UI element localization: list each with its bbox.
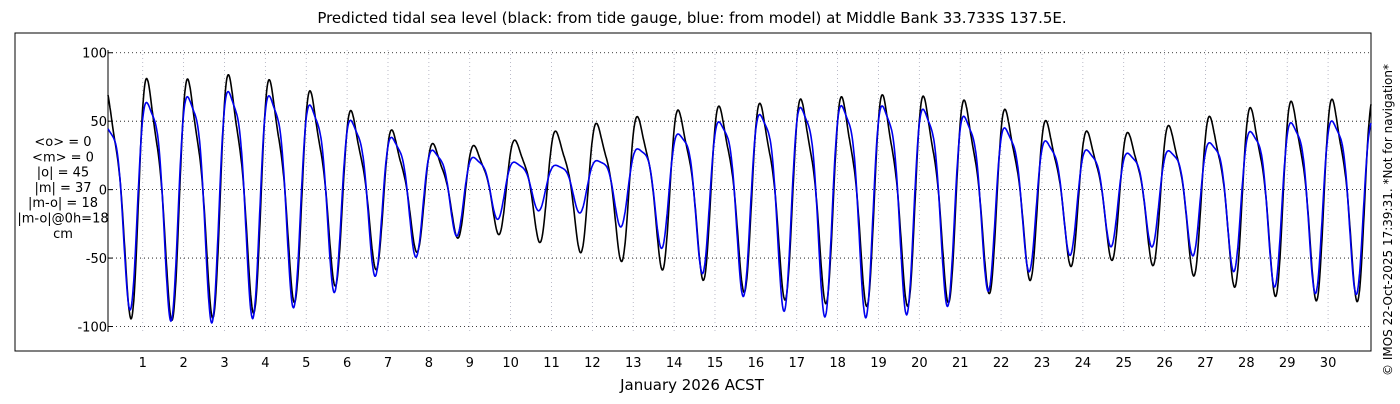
x-tick-label: 6 <box>343 356 351 371</box>
x-tick-label: 22 <box>993 356 1010 371</box>
stat-line: |o| = 45 <box>37 166 89 181</box>
y-tick-label: 50 <box>90 115 107 130</box>
x-tick-label: 26 <box>1156 356 1173 371</box>
series-line-1 <box>107 90 1372 325</box>
x-tick-label: 28 <box>1238 356 1255 371</box>
x-tick-label: 2 <box>179 356 187 371</box>
x-tick-label: 4 <box>261 356 269 371</box>
x-tick-label: 25 <box>1115 356 1132 371</box>
stat-line: |m-o| = 18 <box>28 196 98 211</box>
y-tick-label: 100 <box>82 47 107 62</box>
x-tick-label: 9 <box>466 356 474 371</box>
series-layer <box>107 74 1372 325</box>
x-tick-label: 27 <box>1197 356 1214 371</box>
axes <box>107 50 113 332</box>
stats-panel: <o> = 0<m> = 0|o| = 45|m| = 37|m-o| = 18… <box>17 135 108 242</box>
x-tick-label: 19 <box>870 356 887 371</box>
x-tick-label: 14 <box>666 356 683 371</box>
chart-title: Predicted tidal sea level (black: from t… <box>317 9 1066 27</box>
x-tick-label: 12 <box>584 356 601 371</box>
x-tick-label: 3 <box>220 356 228 371</box>
x-tick-label: 18 <box>829 356 846 371</box>
x-tick-label: 8 <box>425 356 433 371</box>
watermark: © IMOS 22-Oct-2025 17:39:31. *Not for na… <box>1381 64 1395 376</box>
figure-frame <box>14 32 1372 352</box>
stat-line: <o> = 0 <box>34 135 91 150</box>
x-tick-labels: 1 2 3 4 5 6 7 8 9 10 11 12 13 14 15 16 17 18 19 20 21 22 23 24 2… <box>139 356 1337 371</box>
x-tick-label: 10 <box>502 356 519 371</box>
x-tick-label: 17 <box>788 356 805 371</box>
x-tick-label: 23 <box>1034 356 1051 371</box>
stat-line: cm <box>53 227 73 242</box>
y-tick-labels: -100 -50 0 50 100 <box>77 47 107 336</box>
stat-line: |m-o|@0h=18 <box>17 212 108 227</box>
x-tick-label: 1 <box>139 356 147 371</box>
x-tick-label: 29 <box>1279 356 1296 371</box>
x-tick-label: 13 <box>625 356 642 371</box>
y-tick-label: -100 <box>77 321 107 336</box>
x-tick-label: 30 <box>1320 356 1337 371</box>
x-tick-label: 11 <box>543 356 560 371</box>
x-tick-label: 5 <box>302 356 310 371</box>
stat-line: |m| = 37 <box>34 181 91 196</box>
x-tick-label: 15 <box>707 356 724 371</box>
y-tick-label: -50 <box>86 252 107 267</box>
x-tick-label: 21 <box>952 356 969 371</box>
x-tick-label: 20 <box>911 356 928 371</box>
x-tick-label: 24 <box>1075 356 1092 371</box>
x-tick-label: 16 <box>748 356 765 371</box>
x-tick-label: 7 <box>384 356 392 371</box>
y-tick-label: 0 <box>99 184 107 199</box>
stat-line: <m> = 0 <box>32 150 94 165</box>
x-axis-label: January 2026 ACST <box>619 376 765 394</box>
